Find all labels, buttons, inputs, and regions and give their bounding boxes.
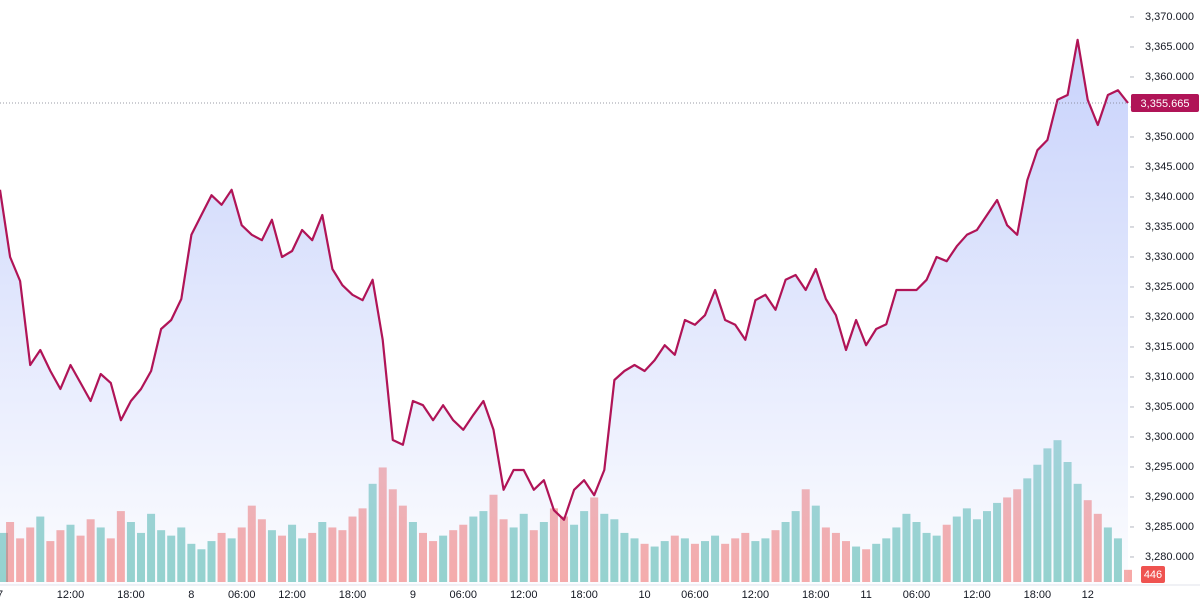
x-tick-label: 9 [410, 589, 416, 601]
y-tick-label: 3,300.000 [1145, 431, 1194, 443]
y-tick-label: 3,325.000 [1145, 281, 1194, 293]
x-tick-label: 7 [0, 589, 3, 601]
x-tick-label: 06:00 [903, 589, 931, 601]
x-tick-label: 12:00 [57, 589, 85, 601]
last-price-label: 3,355.665 [1141, 98, 1190, 110]
x-tick-label: 18:00 [570, 589, 598, 601]
last-price-tag [1131, 93, 1199, 112]
y-tick-label: 3,295.000 [1145, 461, 1194, 473]
y-tick-label: 3,345.000 [1145, 161, 1194, 173]
price-area [0, 39, 1128, 586]
y-tick-label: 3,305.000 [1145, 401, 1194, 413]
y-tick-label: 3,320.000 [1145, 311, 1194, 323]
x-tick-label: 10 [638, 589, 650, 601]
x-tick-label: 18:00 [1024, 589, 1052, 601]
x-tick-label: 18:00 [117, 589, 145, 601]
y-tick-label: 3,340.000 [1145, 191, 1194, 203]
x-tick-label: 12:00 [963, 589, 991, 601]
y-tick-label: 3,360.000 [1145, 71, 1194, 83]
volume-label: 446 [1144, 569, 1162, 581]
y-tick-label: 3,365.000 [1145, 41, 1194, 53]
x-tick-label: 06:00 [681, 589, 709, 601]
y-tick-label: 3,370.000 [1145, 11, 1194, 23]
y-tick-label: 3,290.000 [1145, 491, 1194, 503]
y-tick-label: 3,280.000 [1145, 551, 1194, 563]
volume-tag [1141, 566, 1165, 583]
x-tick-label: 11 [860, 589, 871, 601]
y-tick-label: 3,330.000 [1145, 251, 1194, 263]
y-tick-label: 3,315.000 [1145, 341, 1194, 353]
x-tick-label: 8 [188, 589, 194, 601]
x-tick-label: 12 [1082, 589, 1094, 601]
price-line [0, 38, 1129, 521]
x-tick-label: 06:00 [228, 589, 256, 601]
x-tick-label: 12:00 [510, 589, 538, 601]
y-tick-label: 3,310.000 [1145, 371, 1194, 383]
y-tick-label: 3,335.000 [1145, 221, 1194, 233]
x-tick-label: 12:00 [742, 589, 770, 601]
x-tick-label: 18:00 [339, 589, 367, 601]
x-tick-label: 18:00 [802, 589, 830, 601]
y-tick-label: 3,285.000 [1145, 521, 1194, 533]
y-tick-label: 3,350.000 [1145, 131, 1194, 143]
x-tick-label: 06:00 [450, 589, 478, 601]
x-tick-label: 12:00 [278, 589, 306, 601]
